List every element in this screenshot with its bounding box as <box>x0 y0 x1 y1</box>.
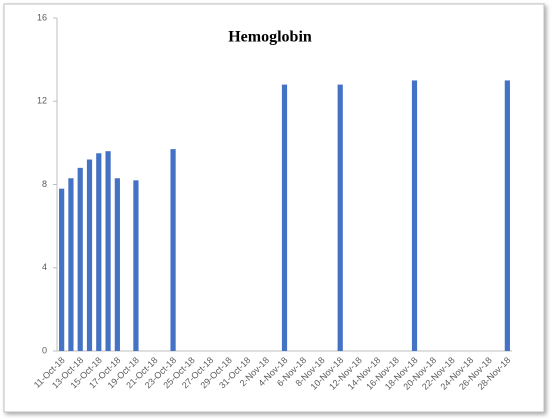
bar <box>86 159 93 351</box>
bar <box>281 84 288 351</box>
y-tick-label: 8 <box>42 179 47 189</box>
y-tick-label: 0 <box>42 345 47 355</box>
bar <box>68 178 74 351</box>
bar <box>337 84 343 351</box>
bar <box>114 178 120 351</box>
chart-title: Hemoglobin <box>228 29 312 46</box>
y-tick-label: 16 <box>37 12 47 22</box>
bar <box>96 153 102 351</box>
chart-frame <box>3 3 545 413</box>
bar <box>105 151 111 351</box>
bar <box>504 80 510 351</box>
y-tick-label: 4 <box>42 262 47 272</box>
bar <box>77 167 83 351</box>
bar <box>133 180 139 351</box>
bar <box>59 188 65 351</box>
y-tick-label: 12 <box>37 96 47 106</box>
bar <box>170 149 176 351</box>
bar <box>411 80 418 351</box>
